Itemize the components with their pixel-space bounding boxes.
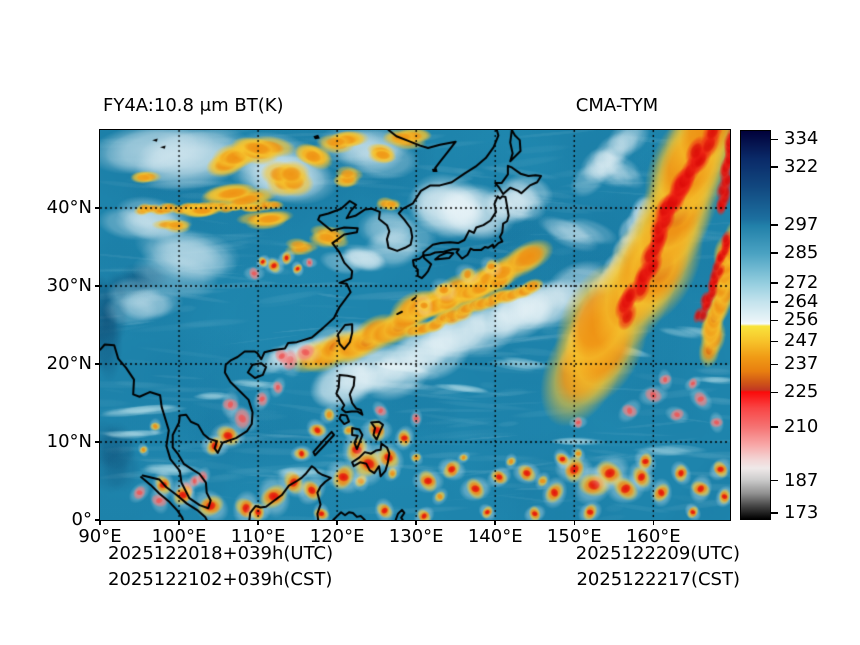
satellite-bt-map-canvas [100, 130, 730, 520]
colorbar-tick-mark [771, 252, 778, 254]
y-tick-label: 20°N [46, 353, 92, 374]
x-tick-mark [494, 520, 496, 525]
x-tick-mark [257, 520, 259, 525]
y-tick-mark [95, 207, 100, 209]
x-tick-mark [573, 520, 576, 525]
y-tick-mark [95, 519, 100, 521]
valid-time-utc: 2025122209(UTC) [575, 543, 740, 564]
colorbar-tick-mark [771, 363, 778, 366]
x-tick-label: 100°E [151, 526, 207, 547]
y-tick-label: 30°N [46, 275, 92, 296]
colorbar-tick-label: 256 [784, 309, 819, 331]
x-tick-label: 120°E [309, 526, 365, 547]
x-tick-mark [99, 520, 101, 525]
x-tick-label: 160°E [625, 526, 681, 547]
colorbar-tick-label: 272 [784, 272, 819, 294]
x-tick-label: 90°E [78, 526, 122, 547]
x-tick-mark [415, 520, 417, 525]
colorbar-tick-mark [771, 512, 778, 514]
map-panel [99, 129, 731, 521]
y-tick-label: 40°N [46, 197, 92, 218]
x-tick-label: 150°E [546, 526, 602, 547]
y-tick-mark [95, 441, 100, 443]
plot-title-left: FY4A:10.8 μm BT(K) [103, 95, 284, 116]
colorbar-tick-mark [771, 301, 778, 303]
colorbar-tick-mark [771, 426, 778, 428]
x-tick-mark [652, 520, 655, 525]
colorbar-tick-mark [771, 391, 778, 394]
valid-time-cst: 2025122217(CST) [576, 569, 740, 590]
colorbar-tick-mark [771, 224, 778, 226]
colorbar-tick-label: 334 [784, 128, 819, 150]
y-tick-label: 10°N [46, 431, 92, 452]
x-tick-label: 140°E [467, 526, 523, 547]
colorbar-tick-mark [771, 282, 778, 284]
colorbar-tick-label: 173 [784, 502, 819, 524]
colorbar-tick-label: 247 [784, 330, 819, 352]
colorbar-tick-mark [771, 319, 778, 322]
colorbar-tick-label: 297 [784, 214, 819, 236]
colorbar-tick-label: 285 [784, 242, 819, 264]
y-tick-mark [95, 363, 100, 365]
colorbar-tick-label: 187 [784, 469, 819, 491]
x-tick-label: 130°E [388, 526, 444, 547]
plot-title-right: CMA-TYM [575, 95, 659, 116]
colorbar-tick-label: 225 [784, 381, 819, 403]
colorbar-tick-mark [771, 166, 778, 168]
init-time-utc: 2025122018+039h(UTC) [108, 543, 334, 564]
init-time-cst: 2025122102+039h(CST) [108, 569, 333, 590]
colorbar-tick-mark [771, 479, 778, 482]
colorbar-tick-label: 264 [784, 290, 819, 312]
x-tick-label: 110°E [230, 526, 286, 547]
colorbar-tick-mark [771, 340, 778, 342]
x-tick-mark [336, 520, 338, 525]
colorbar [740, 130, 771, 520]
colorbar-tick-mark [771, 138, 778, 141]
colorbar-tick-label: 237 [784, 353, 819, 375]
x-tick-mark [178, 520, 180, 525]
colorbar-tick-label: 322 [784, 156, 819, 178]
colorbar-tick-label: 210 [784, 416, 819, 438]
y-tick-mark [95, 285, 100, 287]
y-tick-label: 0° [71, 509, 92, 530]
